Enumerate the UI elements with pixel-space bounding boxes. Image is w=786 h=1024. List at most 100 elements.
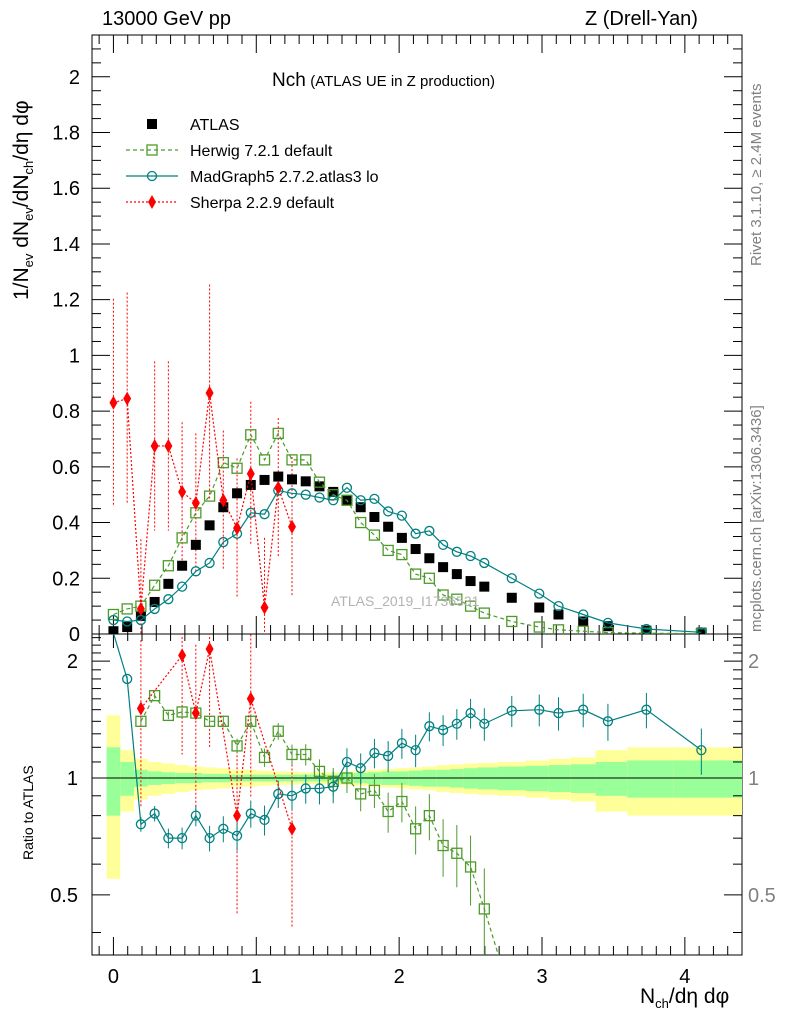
sherpa-point — [136, 601, 145, 616]
mcplots-label: mcplots.cern.ch [arXiv:1306.3436] — [748, 405, 765, 632]
x-tick-label: 1 — [251, 966, 262, 988]
madgraph-point — [341, 482, 353, 493]
plot-title: Nch (ATLAS UE in Z production) — [272, 70, 495, 92]
x-axis-label: Nch/dη dφ — [640, 985, 730, 1012]
herwig-point — [148, 690, 161, 702]
atlas-data-point — [147, 119, 157, 129]
herwig-point — [148, 579, 161, 591]
ratio-tick-label: 1 — [67, 768, 78, 790]
plot-title-subtitle: (ATLAS UE in Z production) — [310, 73, 496, 90]
madgraph-point — [328, 495, 339, 506]
legend-label: MadGraph5 2.7.2.atlas3 lo — [190, 169, 379, 186]
legend-label: ATLAS — [190, 117, 240, 134]
madgraph-point — [245, 808, 256, 819]
atlas-data-point — [108, 626, 119, 634]
madgraph-point — [163, 594, 174, 605]
atlas-data-point — [122, 622, 133, 633]
atlas-data-point — [534, 602, 545, 613]
madgraph-point — [534, 704, 545, 715]
madgraph-point — [396, 510, 408, 521]
atlas-data-point — [396, 532, 407, 543]
herwig-point — [437, 839, 449, 852]
madgraph-point — [204, 557, 215, 569]
madgraph-point — [355, 763, 366, 774]
sherpa-point — [191, 706, 200, 721]
plot-title-main: Nch — [272, 70, 306, 91]
y-tick-label: 0.8 — [52, 401, 80, 423]
madgraph-point — [108, 614, 119, 626]
madgraph-point — [314, 492, 325, 503]
ratio-tick-label-right: 2 — [748, 651, 759, 673]
herwig-point — [135, 715, 147, 727]
madgraph-point — [286, 790, 298, 801]
atlas-data-point — [424, 553, 435, 564]
madgraph-point — [355, 495, 366, 506]
madgraph-point — [641, 704, 652, 715]
madgraph-point — [396, 737, 408, 749]
y-tick-label: 1.6 — [52, 178, 80, 200]
herwig-point — [533, 621, 545, 633]
atlas-data-point — [438, 562, 449, 573]
x-tick-label: 3 — [536, 966, 547, 988]
sherpa-point — [219, 493, 228, 508]
atlas-data-point — [300, 476, 311, 487]
madgraph-point — [273, 788, 284, 800]
herwig-point — [107, 608, 120, 621]
herwig-point — [162, 709, 175, 722]
atlas-data-point — [287, 474, 297, 485]
herwig-point — [217, 715, 229, 727]
herwig-point — [300, 454, 312, 466]
madgraph-point — [300, 489, 311, 500]
ratio-tick-label: 2 — [67, 651, 78, 673]
madgraph-point — [259, 509, 270, 520]
madgraph-point — [176, 833, 188, 844]
madgraph-point — [176, 581, 188, 592]
madgraph-point — [465, 707, 476, 719]
sherpa-point — [178, 648, 187, 663]
herwig-point — [300, 748, 312, 761]
data-marks — [107, 284, 707, 955]
herwig-point — [368, 529, 381, 541]
atlas-data-point — [369, 511, 380, 522]
madgraph-point — [696, 627, 707, 634]
stat-uncertainty-band — [120, 761, 135, 796]
y-tick-label: 0.4 — [52, 513, 80, 535]
analysis-watermark: ATLAS_2019_I1736531 — [331, 593, 480, 609]
uncertainty-band-group — [106, 715, 742, 879]
herwig-point — [409, 823, 422, 835]
herwig-point — [272, 427, 284, 440]
header-right-label: Z (Drell-Yan) — [585, 8, 698, 30]
madgraph-point — [451, 546, 462, 557]
herwig-point — [245, 429, 257, 441]
legend: ATLAS Herwig 7.2.1 default MadGraph5 2.7.2… — [126, 117, 379, 212]
stat-uncertainty-band — [106, 747, 121, 816]
madgraph-point — [437, 724, 449, 736]
y-tick-label: 0.2 — [52, 568, 80, 590]
herwig-point — [423, 809, 436, 822]
madgraph-point — [578, 609, 589, 620]
sherpa-point — [150, 438, 159, 453]
madgraph-point — [696, 744, 707, 756]
atlas-data-point — [410, 544, 421, 555]
y-tick-label: 0 — [69, 624, 80, 646]
herwig-point — [396, 795, 408, 808]
stat-uncertainty-band — [673, 760, 742, 798]
sherpa-point — [164, 438, 173, 453]
herwig-point — [382, 805, 394, 818]
herwig-point — [478, 903, 490, 915]
madgraph-point — [300, 783, 311, 794]
herwig-point — [368, 784, 381, 796]
stat-uncertainty-band — [595, 761, 628, 796]
herwig-point — [313, 476, 326, 488]
atlas-data-point — [578, 616, 589, 627]
sherpa-point — [205, 641, 214, 656]
atlas-data-point — [696, 627, 707, 634]
y-tick-label: 1 — [69, 345, 80, 367]
ratio-series-line — [140, 648, 293, 829]
madgraph-point — [328, 781, 339, 792]
atlas-data-point — [245, 479, 256, 490]
madgraph-point — [602, 716, 614, 727]
herwig-point — [437, 589, 449, 601]
herwig-point — [176, 532, 188, 544]
